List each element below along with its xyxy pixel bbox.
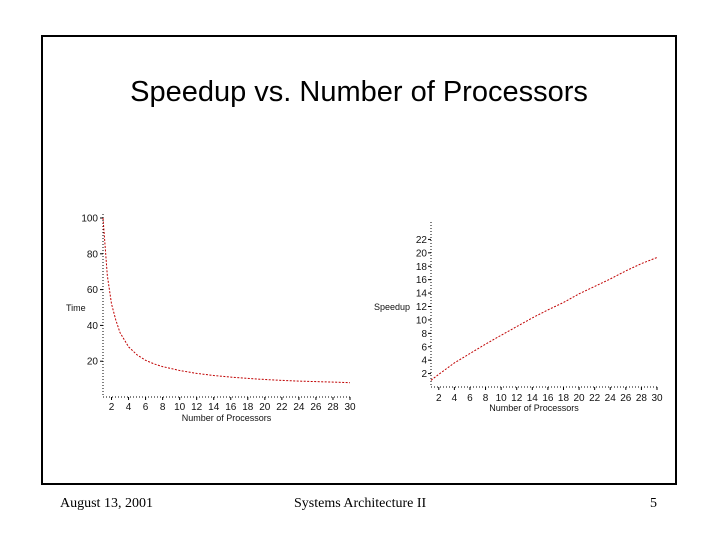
speedup-chart-y-tick-label: 2 bbox=[421, 369, 427, 380]
speedup-chart-x-tick-label: 12 bbox=[511, 393, 523, 404]
time-chart-x-axis-label: Number of Processors bbox=[182, 413, 272, 423]
speedup-chart-y-tick-label: 10 bbox=[416, 315, 428, 326]
speedup-chart-x-tick-label: 18 bbox=[558, 393, 570, 404]
footer-date: August 13, 2001 bbox=[60, 496, 153, 511]
speedup-chart-x-tick-label: 14 bbox=[527, 393, 539, 404]
time-chart-x-tick-label: 30 bbox=[344, 402, 356, 413]
speedup-chart-y-tick-label: 16 bbox=[416, 275, 428, 286]
time-chart-x-tick-label: 16 bbox=[225, 402, 237, 413]
time-chart-x-tick-label: 28 bbox=[327, 402, 339, 413]
time-chart-x-tick-label: 12 bbox=[191, 402, 203, 413]
time-chart-x-tick-label: 2 bbox=[109, 402, 115, 413]
time-chart-x-tick-label: 6 bbox=[143, 402, 149, 413]
time-chart-x-tick-label: 24 bbox=[293, 402, 305, 413]
speedup-chart-y-tick-label: 4 bbox=[421, 356, 427, 367]
time-chart-x-tick-label: 18 bbox=[242, 402, 254, 413]
time-chart-y-tick-label: 40 bbox=[87, 321, 99, 332]
time-chart-x-tick-label: 8 bbox=[160, 402, 166, 413]
speedup-chart-x-tick-label: 4 bbox=[452, 393, 458, 404]
time-chart-x-tick-label: 14 bbox=[208, 402, 220, 413]
speedup-chart-y-tick-label: 12 bbox=[416, 302, 428, 313]
time-chart-y-tick-label: 100 bbox=[81, 214, 98, 225]
speedup-chart-x-tick-label: 8 bbox=[483, 393, 489, 404]
speedup-chart-x-axis-label: Number of Processors bbox=[489, 403, 579, 413]
speedup-chart-y-tick-label: 18 bbox=[416, 262, 428, 273]
speedup-chart-y-tick-label: 6 bbox=[421, 342, 427, 353]
time-chart-y-tick-label: 60 bbox=[87, 285, 99, 296]
speedup-chart-y-tick-label: 14 bbox=[416, 289, 428, 300]
time-chart-y-tick-label: 20 bbox=[87, 357, 99, 368]
time-chart-x-tick-label: 20 bbox=[259, 402, 271, 413]
time-chart-x-tick-label: 26 bbox=[310, 402, 322, 413]
time-chart-series-line bbox=[102, 217, 351, 384]
speedup-chart-x-tick-label: 16 bbox=[542, 393, 554, 404]
speedup-chart-y-axis-label: Speedup bbox=[374, 302, 410, 312]
speedup-chart-x-tick-label: 6 bbox=[467, 393, 473, 404]
time-chart-x-tick-label: 10 bbox=[174, 402, 186, 413]
speedup-chart-x-tick-label: 26 bbox=[620, 393, 632, 404]
speedup-chart-y-tick-label: 8 bbox=[421, 329, 427, 340]
speedup-chart-series-line bbox=[430, 257, 658, 381]
speedup-chart-x-tick-label: 28 bbox=[636, 393, 648, 404]
footer-page-number: 5 bbox=[650, 496, 657, 511]
speedup-chart-x-tick-label: 30 bbox=[651, 393, 663, 404]
slide-title: Speedup vs. Number of Processors bbox=[130, 76, 588, 108]
time-chart-y-axis-label: Time bbox=[66, 303, 86, 313]
time-chart-x-tick-label: 22 bbox=[276, 402, 288, 413]
speedup-chart-x-tick-label: 22 bbox=[589, 393, 601, 404]
time-chart-x-tick-label: 4 bbox=[126, 402, 132, 413]
speedup-chart-x-tick-label: 24 bbox=[605, 393, 617, 404]
speedup-chart-x-tick-label: 10 bbox=[496, 393, 508, 404]
time-chart-y-tick-label: 80 bbox=[87, 249, 99, 260]
footer-course: Systems Architecture II bbox=[294, 496, 427, 511]
speedup-chart-y-tick-label: 20 bbox=[416, 248, 428, 259]
speedup-chart-y-tick-label: 22 bbox=[416, 235, 428, 246]
slide-frame bbox=[41, 35, 677, 485]
speedup-chart-x-tick-label: 20 bbox=[574, 393, 586, 404]
speedup-chart-x-tick-label: 2 bbox=[436, 393, 442, 404]
